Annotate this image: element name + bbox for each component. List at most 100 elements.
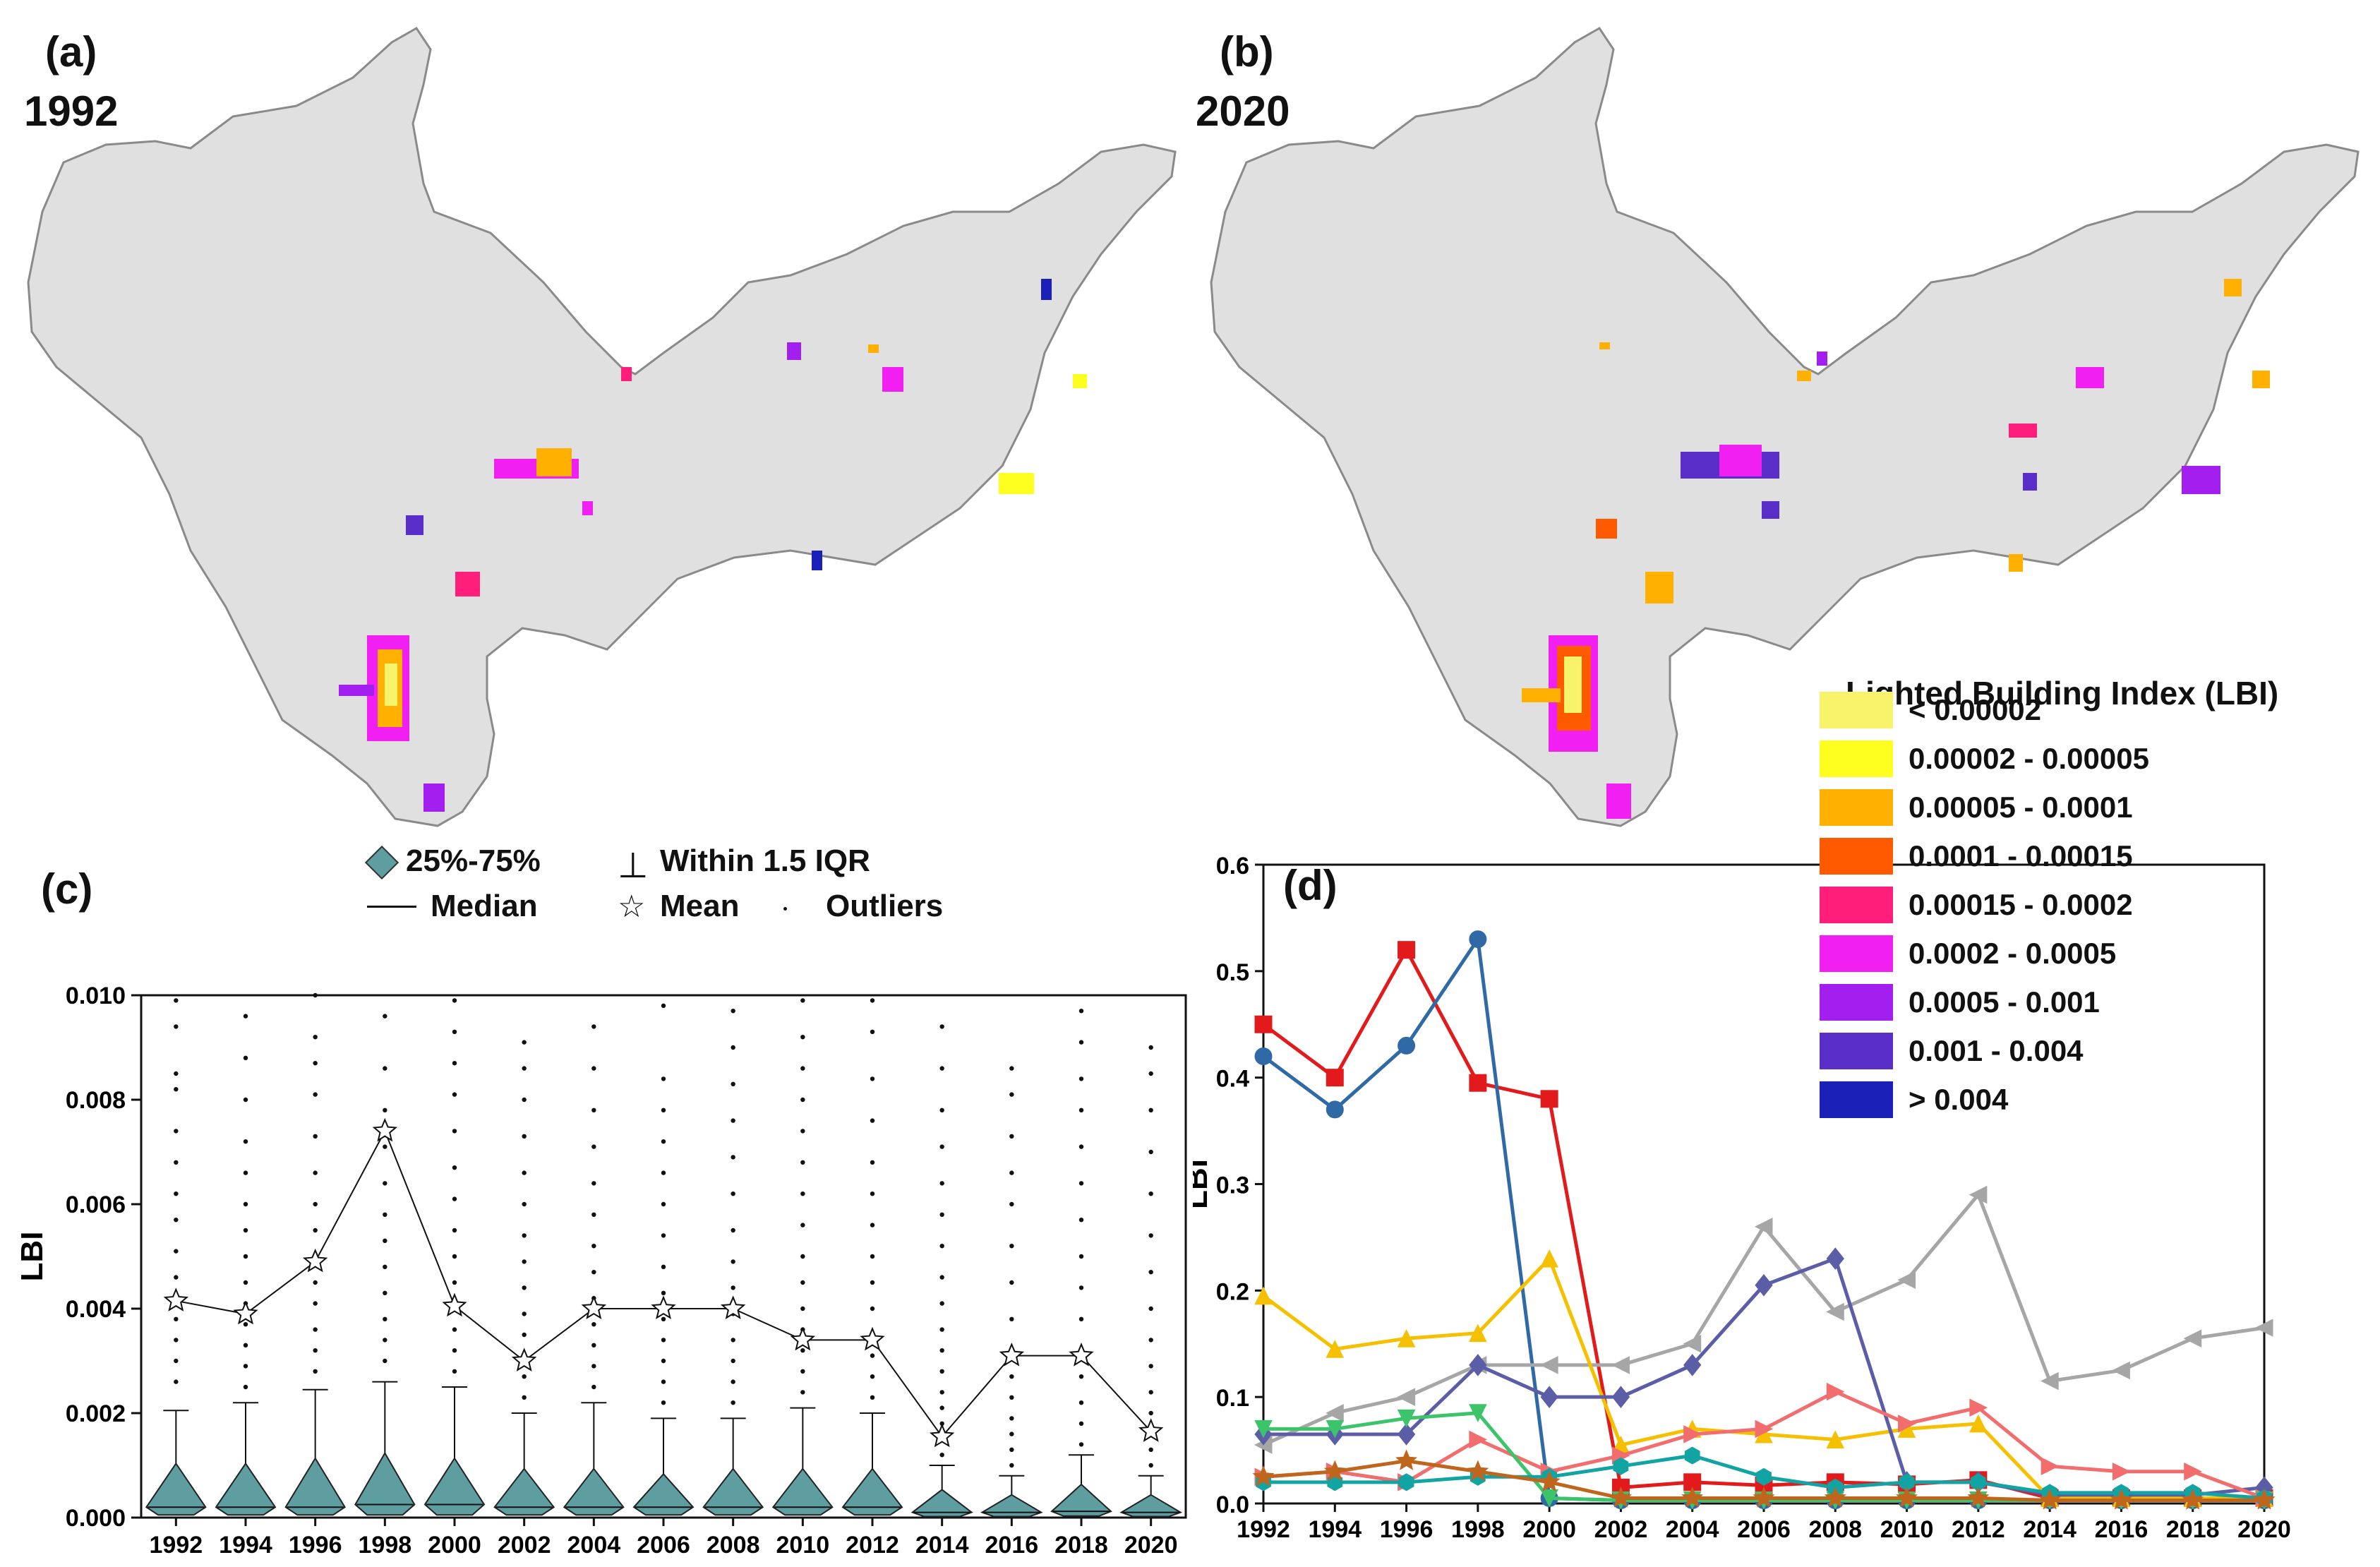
data-point (2112, 1462, 2131, 1481)
outlier-point (1078, 1107, 1084, 1112)
outlier-point (939, 1390, 944, 1395)
outlier-point (661, 1290, 666, 1295)
x-tick-label: 2006 (1737, 1516, 1791, 1543)
outlier-point (1009, 1395, 1014, 1400)
outlier-point (1078, 1218, 1084, 1223)
data-point (1326, 1340, 1345, 1358)
outlier-point (870, 1306, 875, 1311)
box-legend-median-label: Median (431, 889, 538, 923)
data-point (1397, 1388, 1416, 1406)
data-point (1397, 1409, 1416, 1428)
outlier-point (939, 1327, 944, 1332)
data-point (2253, 1489, 2276, 1510)
data-point (1323, 1460, 1346, 1481)
outlier-point (731, 1045, 735, 1050)
map-legend-swatch (1820, 789, 1893, 826)
outlier-point (174, 1071, 179, 1076)
mean-star (1138, 1418, 1164, 1442)
map-legend-label: 0.0001 - 0.00015 (1909, 839, 2133, 872)
map-legend-item: 0.0001 - 0.00015 (1820, 838, 2133, 875)
outlier-point (800, 1160, 805, 1165)
map-legend-item: 0.0002 - 0.0005 (1820, 935, 2116, 972)
outlier-point (1078, 1400, 1084, 1405)
data-point (1538, 1470, 1561, 1492)
outlier-point (939, 1244, 944, 1249)
outlier-point (870, 1374, 875, 1379)
data-point (1398, 941, 1416, 959)
mean-star (511, 1347, 537, 1372)
outlier-point (939, 1301, 944, 1306)
outlier-point (452, 998, 457, 1003)
mean-star (1069, 1342, 1094, 1367)
outlier-point (1148, 1071, 1153, 1076)
outlier-point (522, 1259, 527, 1264)
outlier-point (243, 1364, 248, 1369)
outlier-point (800, 998, 805, 1003)
box (771, 1467, 834, 1516)
map-legend-label: 0.00005 - 0.0001 (1909, 791, 2133, 824)
outlier-point (243, 1170, 248, 1175)
outlier-point (174, 998, 179, 1003)
y-tick-label: 0.2 (1216, 1278, 1249, 1305)
box (493, 1467, 555, 1516)
x-tick-label: 2006 (637, 1532, 690, 1559)
data-point (1540, 1489, 1558, 1508)
outlier-point (800, 1129, 805, 1134)
outlier-point (1078, 1316, 1084, 1321)
outlier-point (591, 1024, 596, 1029)
mean-star (790, 1326, 816, 1351)
outlier-point (661, 1316, 666, 1321)
outlier-point (383, 1290, 387, 1295)
box (632, 1472, 695, 1516)
outlier-point (591, 1384, 596, 1390)
outlier-point (1009, 1416, 1014, 1421)
outlier-point (591, 1144, 596, 1149)
outlier-point (939, 1212, 944, 1217)
box (284, 1457, 347, 1516)
line-chart: 0.0 0.1 0.2 0.3 0.4 0.5 0.6 LBI 1992 1994 1996 1998… (1193, 853, 2291, 1543)
map-legend-swatch (1820, 838, 1893, 875)
data-point (1611, 1356, 1630, 1374)
outlier-point (452, 1254, 457, 1259)
outlier-point (452, 1129, 457, 1134)
outlier-point (174, 1338, 179, 1343)
outlier-point (591, 1244, 596, 1249)
outlier-point (1148, 1149, 1153, 1155)
mean-star (651, 1295, 676, 1320)
outlier-point (383, 1358, 387, 1364)
outlier-point (731, 1191, 735, 1196)
mean-star (929, 1423, 955, 1448)
data-point (2038, 1489, 2061, 1510)
outlier-point (522, 1066, 527, 1071)
outlier-point (870, 1223, 875, 1227)
data-point (2183, 1329, 2202, 1348)
outlier-point (1009, 1092, 1014, 1097)
outlier-point (591, 1066, 596, 1071)
data-point (1681, 1487, 1704, 1508)
map-legend-label: < 0.00002 (1909, 693, 2042, 726)
outlier-point (661, 1076, 666, 1081)
outlier-point (939, 1453, 944, 1458)
outlier-point (939, 1275, 944, 1280)
box (1119, 1494, 1183, 1518)
outlier-point (1009, 1374, 1014, 1379)
outlier-point (1009, 1447, 1014, 1452)
data-point (1896, 1487, 1918, 1508)
outlier-point (800, 1066, 805, 1071)
outlier-point (870, 1395, 875, 1400)
x-tick-label: 2014 (915, 1532, 969, 1559)
data-point (1967, 1487, 1990, 1508)
outlier-point (1148, 1447, 1153, 1452)
map-legend-label: 0.00015 - 0.0002 (1909, 888, 2133, 921)
outlier-point (1078, 1442, 1084, 1447)
map-legend-swatch (1820, 1081, 1893, 1118)
panel-a-label: (a) (45, 28, 97, 76)
x-tick-label: 2004 (567, 1532, 621, 1559)
map-legend-label: > 0.004 (1909, 1083, 2009, 1116)
outlier-point (522, 1285, 527, 1290)
outlier-point (1078, 1374, 1084, 1379)
outlier-point (939, 1369, 944, 1374)
data-point (1755, 1273, 1773, 1297)
outlier-point (1148, 1045, 1153, 1050)
y-tick-label: 0.1 (1216, 1385, 1249, 1412)
